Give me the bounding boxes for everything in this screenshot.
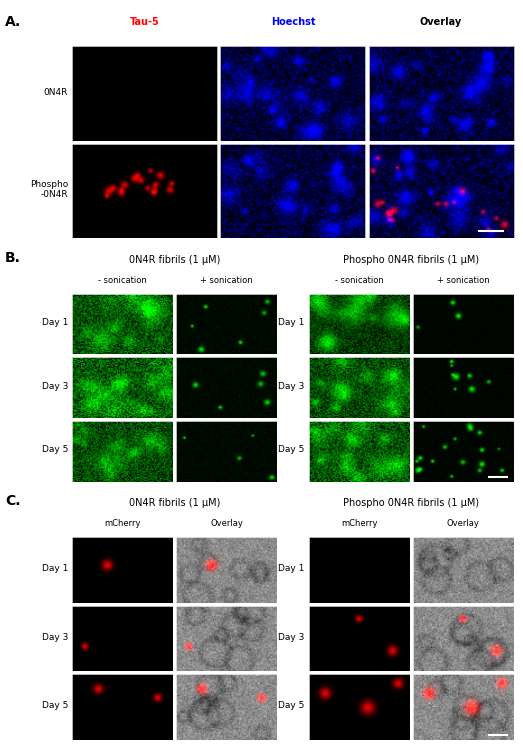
Text: Overlay: Overlay [210,519,243,529]
Text: 0N4R: 0N4R [43,88,68,97]
Text: + sonication: + sonication [437,276,490,285]
Text: - sonication: - sonication [335,276,383,285]
Text: Overlay: Overlay [420,17,462,27]
Text: 0N4R fibrils (1 μM): 0N4R fibrils (1 μM) [129,255,220,264]
Text: C.: C. [5,494,21,509]
Text: 0N4R fibrils (1 μM): 0N4R fibrils (1 μM) [129,498,220,508]
Text: Day 5: Day 5 [278,445,304,455]
Text: Day 5: Day 5 [42,445,68,455]
Text: Day 3: Day 3 [278,632,304,642]
Text: Phospho 0N4R fibrils (1 μM): Phospho 0N4R fibrils (1 μM) [343,498,479,508]
Text: Day 1: Day 1 [42,564,68,573]
Text: B.: B. [5,251,21,265]
Text: A.: A. [5,15,21,29]
Text: Day 1: Day 1 [278,564,304,573]
Text: Overlay: Overlay [447,519,480,529]
Text: Day 5: Day 5 [278,701,304,710]
Text: Phospho 0N4R fibrils (1 μM): Phospho 0N4R fibrils (1 μM) [343,255,479,264]
Text: mCherry: mCherry [341,519,378,529]
Text: - sonication: - sonication [98,276,147,285]
Text: Tau-5: Tau-5 [130,17,160,27]
Text: + sonication: + sonication [200,276,253,285]
Text: Day 1: Day 1 [42,318,68,327]
Text: Day 3: Day 3 [278,381,304,391]
Text: Phospho
-0N4R: Phospho -0N4R [30,180,68,199]
Text: Day 3: Day 3 [42,632,68,642]
Text: Day 1: Day 1 [278,318,304,327]
Text: Day 5: Day 5 [42,701,68,710]
Text: mCherry: mCherry [104,519,141,529]
Text: Hoechst: Hoechst [270,17,315,27]
Text: Day 3: Day 3 [42,381,68,391]
